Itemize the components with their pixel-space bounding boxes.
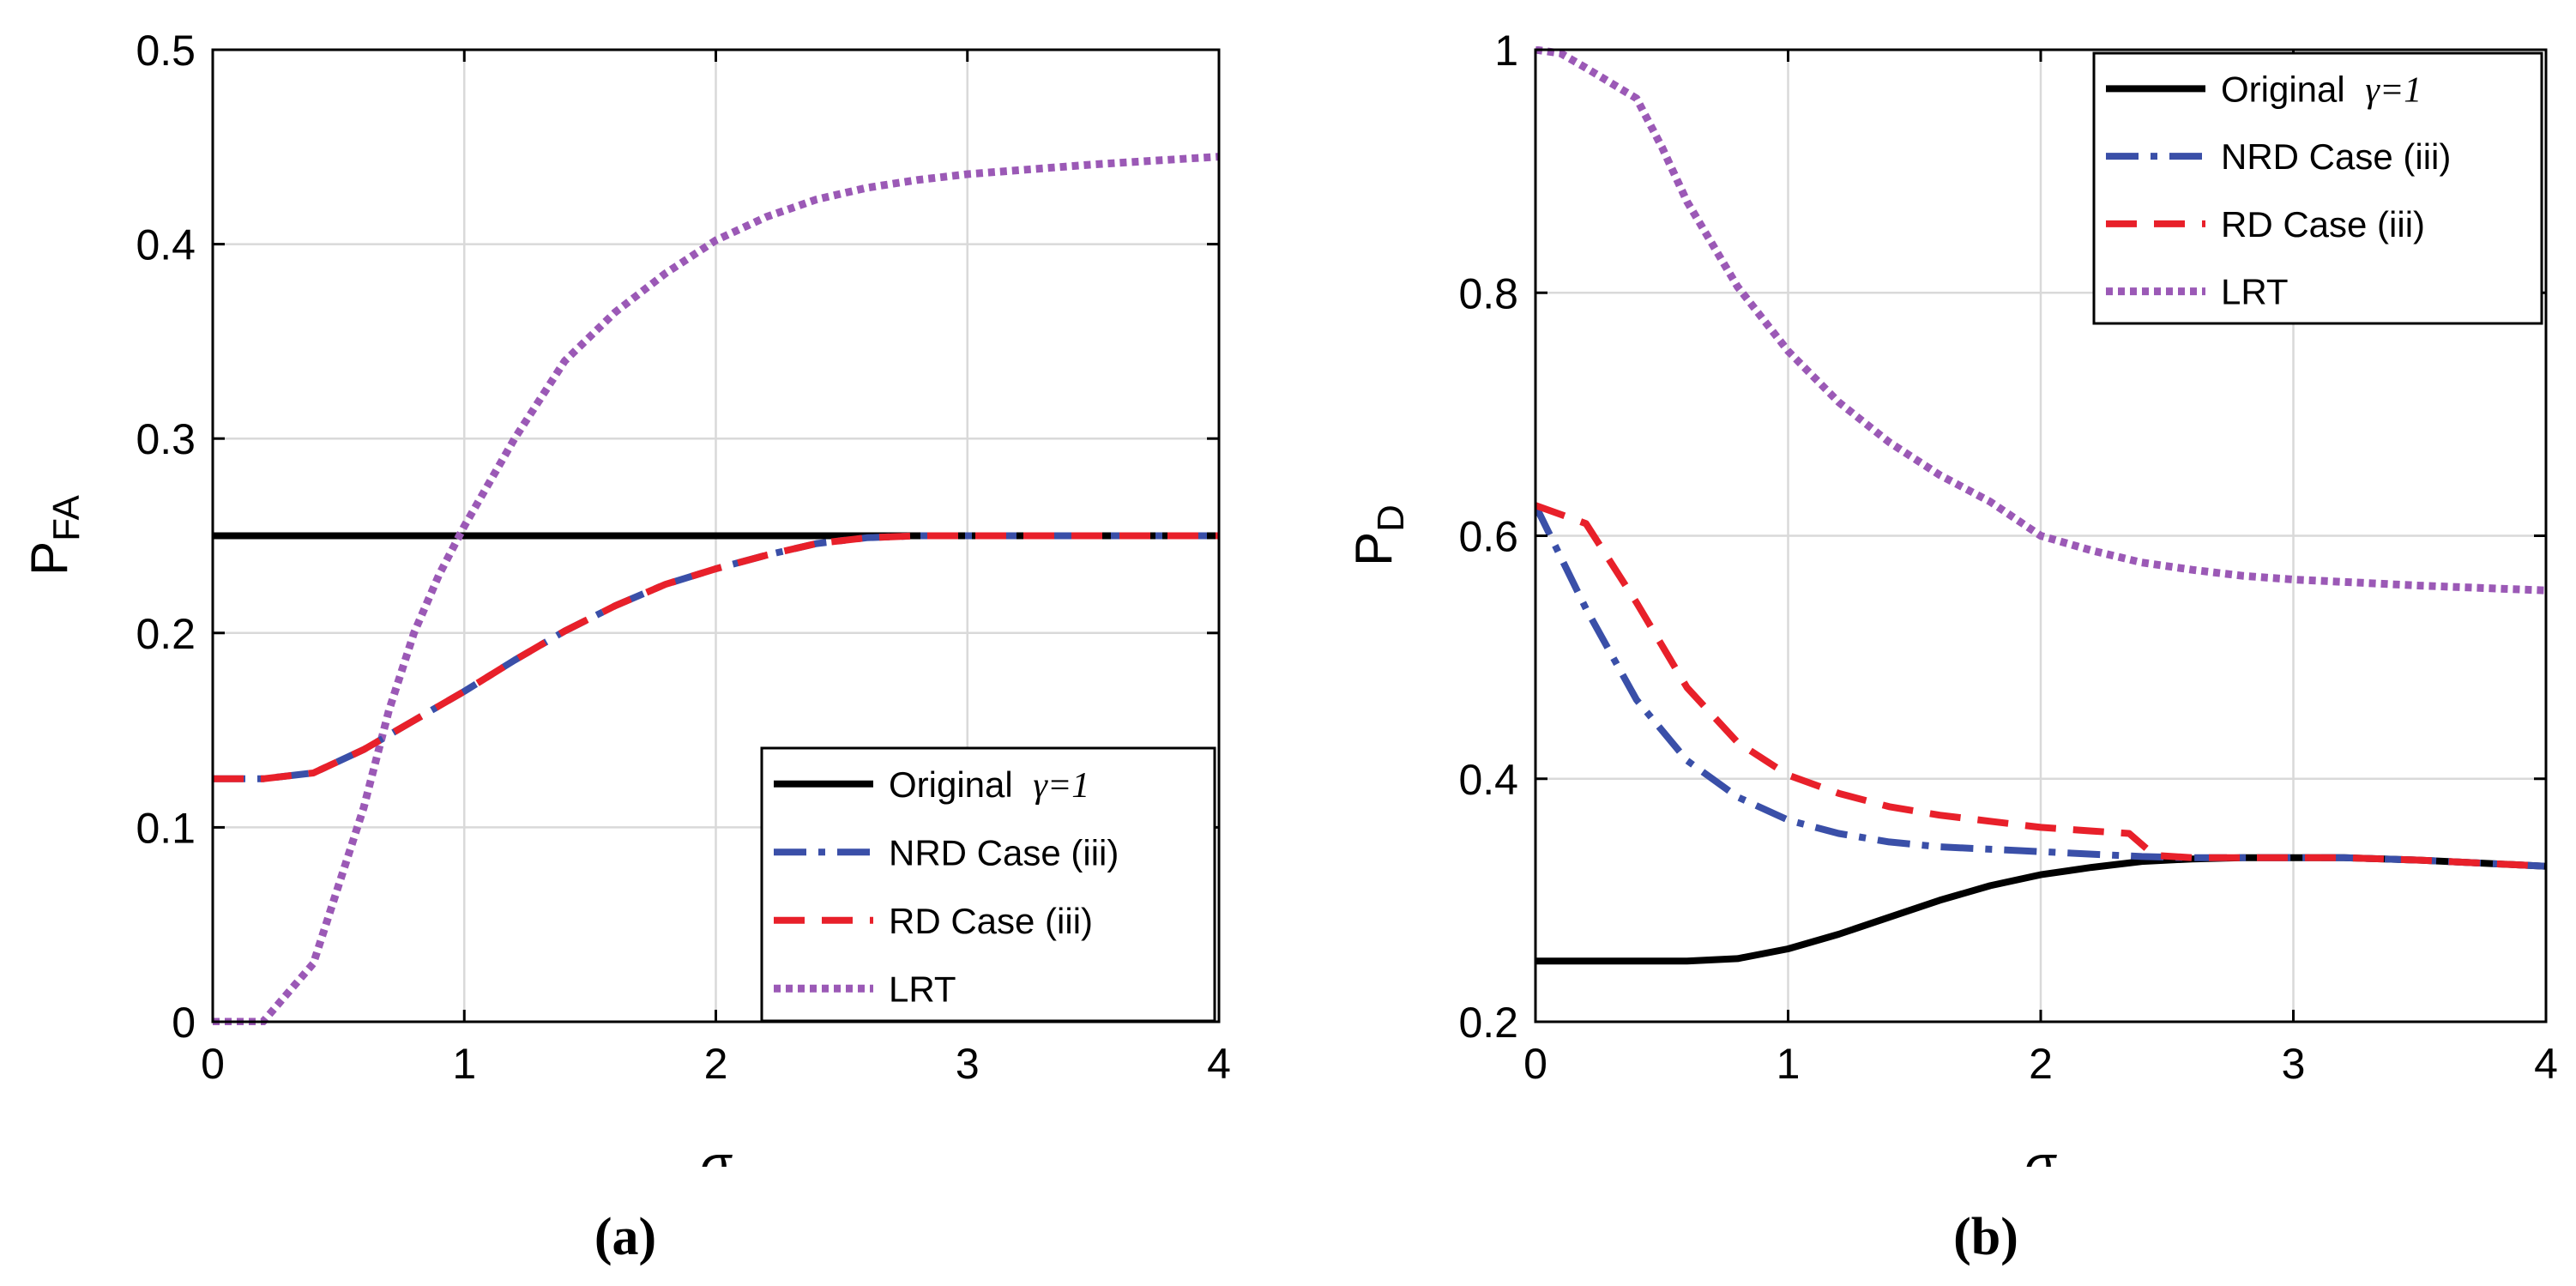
series-line-lrt — [213, 153, 1219, 1025]
legend-box — [2092, 51, 2543, 325]
y-axis-title: PFA — [21, 494, 87, 575]
series-line-lrt — [1535, 46, 2546, 595]
y-axis-title: PD — [1345, 504, 1412, 566]
y-tick-label: 0.2 — [136, 610, 196, 658]
legend: Original γ=1 NRD Case (iii) RD Case (iii) L… — [2092, 51, 2543, 325]
x-tick-label: 0 — [201, 1040, 225, 1088]
x-tick-label: 2 — [704, 1040, 728, 1088]
legend-label: LRT — [889, 969, 956, 1009]
series-group — [213, 153, 1219, 1025]
x-tick-label: 4 — [2534, 1040, 2558, 1088]
x-tick-label: 3 — [2282, 1040, 2306, 1088]
x-title-crop — [2006, 1167, 2074, 1201]
y-tick-label: 0.8 — [1458, 269, 1518, 317]
x-tick-label: 4 — [1207, 1040, 1231, 1088]
x-title-crop — [681, 1167, 750, 1201]
legend-label: NRD Case (iii) — [889, 832, 1119, 872]
legend-label: RD Case (iii) — [889, 901, 1093, 941]
x-tick-label: 2 — [2029, 1040, 2053, 1088]
series-line-nrd-case-iii — [1535, 504, 2546, 870]
x-tick-label: 1 — [1777, 1040, 1801, 1088]
series-line-original-1 — [1535, 854, 2546, 965]
y-tick-label: 0 — [172, 999, 196, 1047]
series-group — [1535, 46, 2546, 965]
panel-label: (a) — [594, 1208, 656, 1266]
y-tick-label: 0.4 — [1458, 756, 1518, 804]
y-tick-label: 0.4 — [136, 221, 196, 269]
series-line-rd-case-iii — [213, 532, 1219, 782]
legend-label: LRT — [2221, 272, 2289, 312]
legend-label: NRD Case (iii) — [2221, 136, 2451, 177]
legend-label: Original γ=1 — [889, 764, 1089, 806]
y-tick-label: 0.5 — [136, 27, 196, 75]
x-tick-label: 1 — [452, 1040, 476, 1088]
series-line-rd-case-iii — [1535, 502, 2546, 870]
x-tick-label: 0 — [1523, 1040, 1547, 1088]
legend: Original γ=1 NRD Case (iii) RD Case (iii) L… — [760, 746, 1216, 1023]
y-tick-label: 1 — [1494, 27, 1518, 75]
y-tick-label: 0.6 — [1458, 513, 1518, 561]
legend-label: Original γ=1 — [2221, 69, 2422, 110]
legend-label: RD Case (iii) — [2221, 204, 2425, 245]
y-tick-label: 0.2 — [1458, 999, 1518, 1047]
legend-box — [760, 746, 1216, 1023]
panel-label: (b) — [1953, 1208, 2018, 1266]
y-tick-label: 0.1 — [136, 804, 196, 852]
x-tick-label: 3 — [956, 1040, 980, 1088]
y-tick-label: 0.3 — [136, 415, 196, 463]
